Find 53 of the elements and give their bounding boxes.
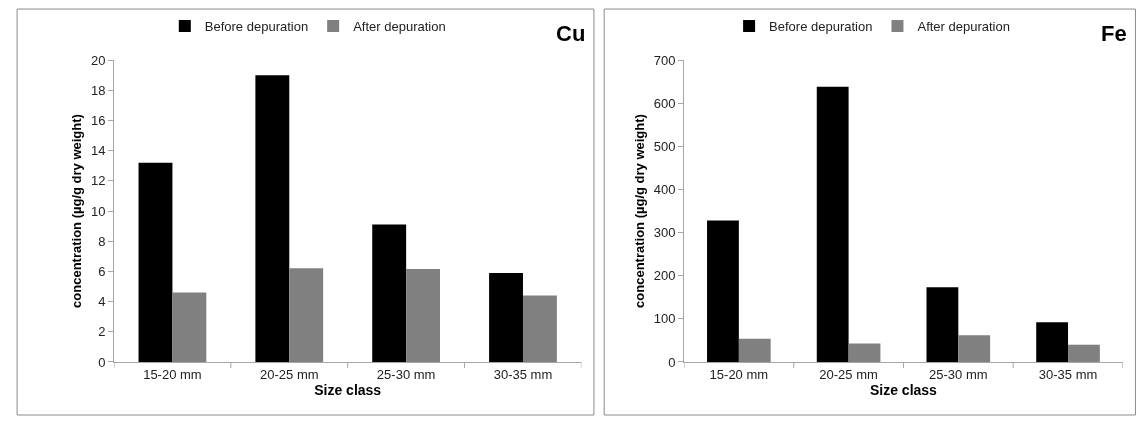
y-tick-label: 16 <box>90 112 106 128</box>
x-tick-label: 25-30 mm <box>376 366 436 382</box>
x-axis-title: Size class <box>869 381 938 398</box>
bar <box>1036 322 1069 362</box>
y-tick-label: 600 <box>653 95 676 111</box>
chart-title: Fe <box>1101 21 1127 46</box>
y-tick-label: 6 <box>98 263 106 279</box>
y-tick-label: 12 <box>90 173 106 189</box>
x-tick-label: 30-35 mm <box>493 366 553 382</box>
bar <box>1068 344 1100 362</box>
bar <box>816 86 849 362</box>
bar <box>172 292 207 362</box>
legend-label: After depuration <box>353 19 446 35</box>
y-tick-label: 200 <box>653 268 676 284</box>
y-tick-label: 18 <box>90 82 106 98</box>
x-tick-label: 20-25 mm <box>260 366 319 382</box>
y-tick-label: 400 <box>653 181 676 197</box>
bar <box>406 269 441 362</box>
y-tick-label: 20 <box>90 52 106 68</box>
y-tick-label: 300 <box>653 225 676 241</box>
x-tick-label: 15-20 mm <box>709 366 769 382</box>
y-tick-label: 700 <box>653 52 676 68</box>
bar <box>707 220 739 362</box>
y-axis-title: concentration (µg/g dry weight) <box>631 114 647 308</box>
y-tick-label: 10 <box>90 203 106 219</box>
y-tick-label: 500 <box>653 138 676 154</box>
y-tick-label: 0 <box>668 354 676 370</box>
y-tick-label: 4 <box>98 294 106 310</box>
bar <box>255 75 290 362</box>
bar <box>138 162 173 362</box>
y-tick-label: 0 <box>98 354 106 370</box>
bar <box>958 335 991 362</box>
chart-title: Cu <box>556 21 586 46</box>
y-tick-label: 14 <box>90 143 106 159</box>
bar <box>489 272 523 362</box>
bar <box>372 224 407 362</box>
legend-label: After depuration <box>917 19 1010 35</box>
y-axis-title: concentration (µg/g dry weight) <box>68 114 84 308</box>
x-axis-title: Size class <box>314 381 382 398</box>
legend-label: Before depuration <box>769 19 873 35</box>
x-tick-label: 30-35 mm <box>1038 366 1098 382</box>
x-tick-label: 25-30 mm <box>929 366 988 382</box>
bar <box>848 343 881 362</box>
legend-label: Before depuration <box>204 19 309 35</box>
x-tick-label: 15-20 mm <box>143 366 202 382</box>
bar <box>926 287 959 362</box>
y-tick-label: 2 <box>98 324 106 340</box>
bar <box>738 338 771 362</box>
bar <box>522 295 557 362</box>
y-tick-label: 100 <box>653 311 676 327</box>
x-tick-label: 20-25 mm <box>819 366 878 382</box>
bar <box>289 268 324 362</box>
y-tick-label: 8 <box>98 233 106 249</box>
